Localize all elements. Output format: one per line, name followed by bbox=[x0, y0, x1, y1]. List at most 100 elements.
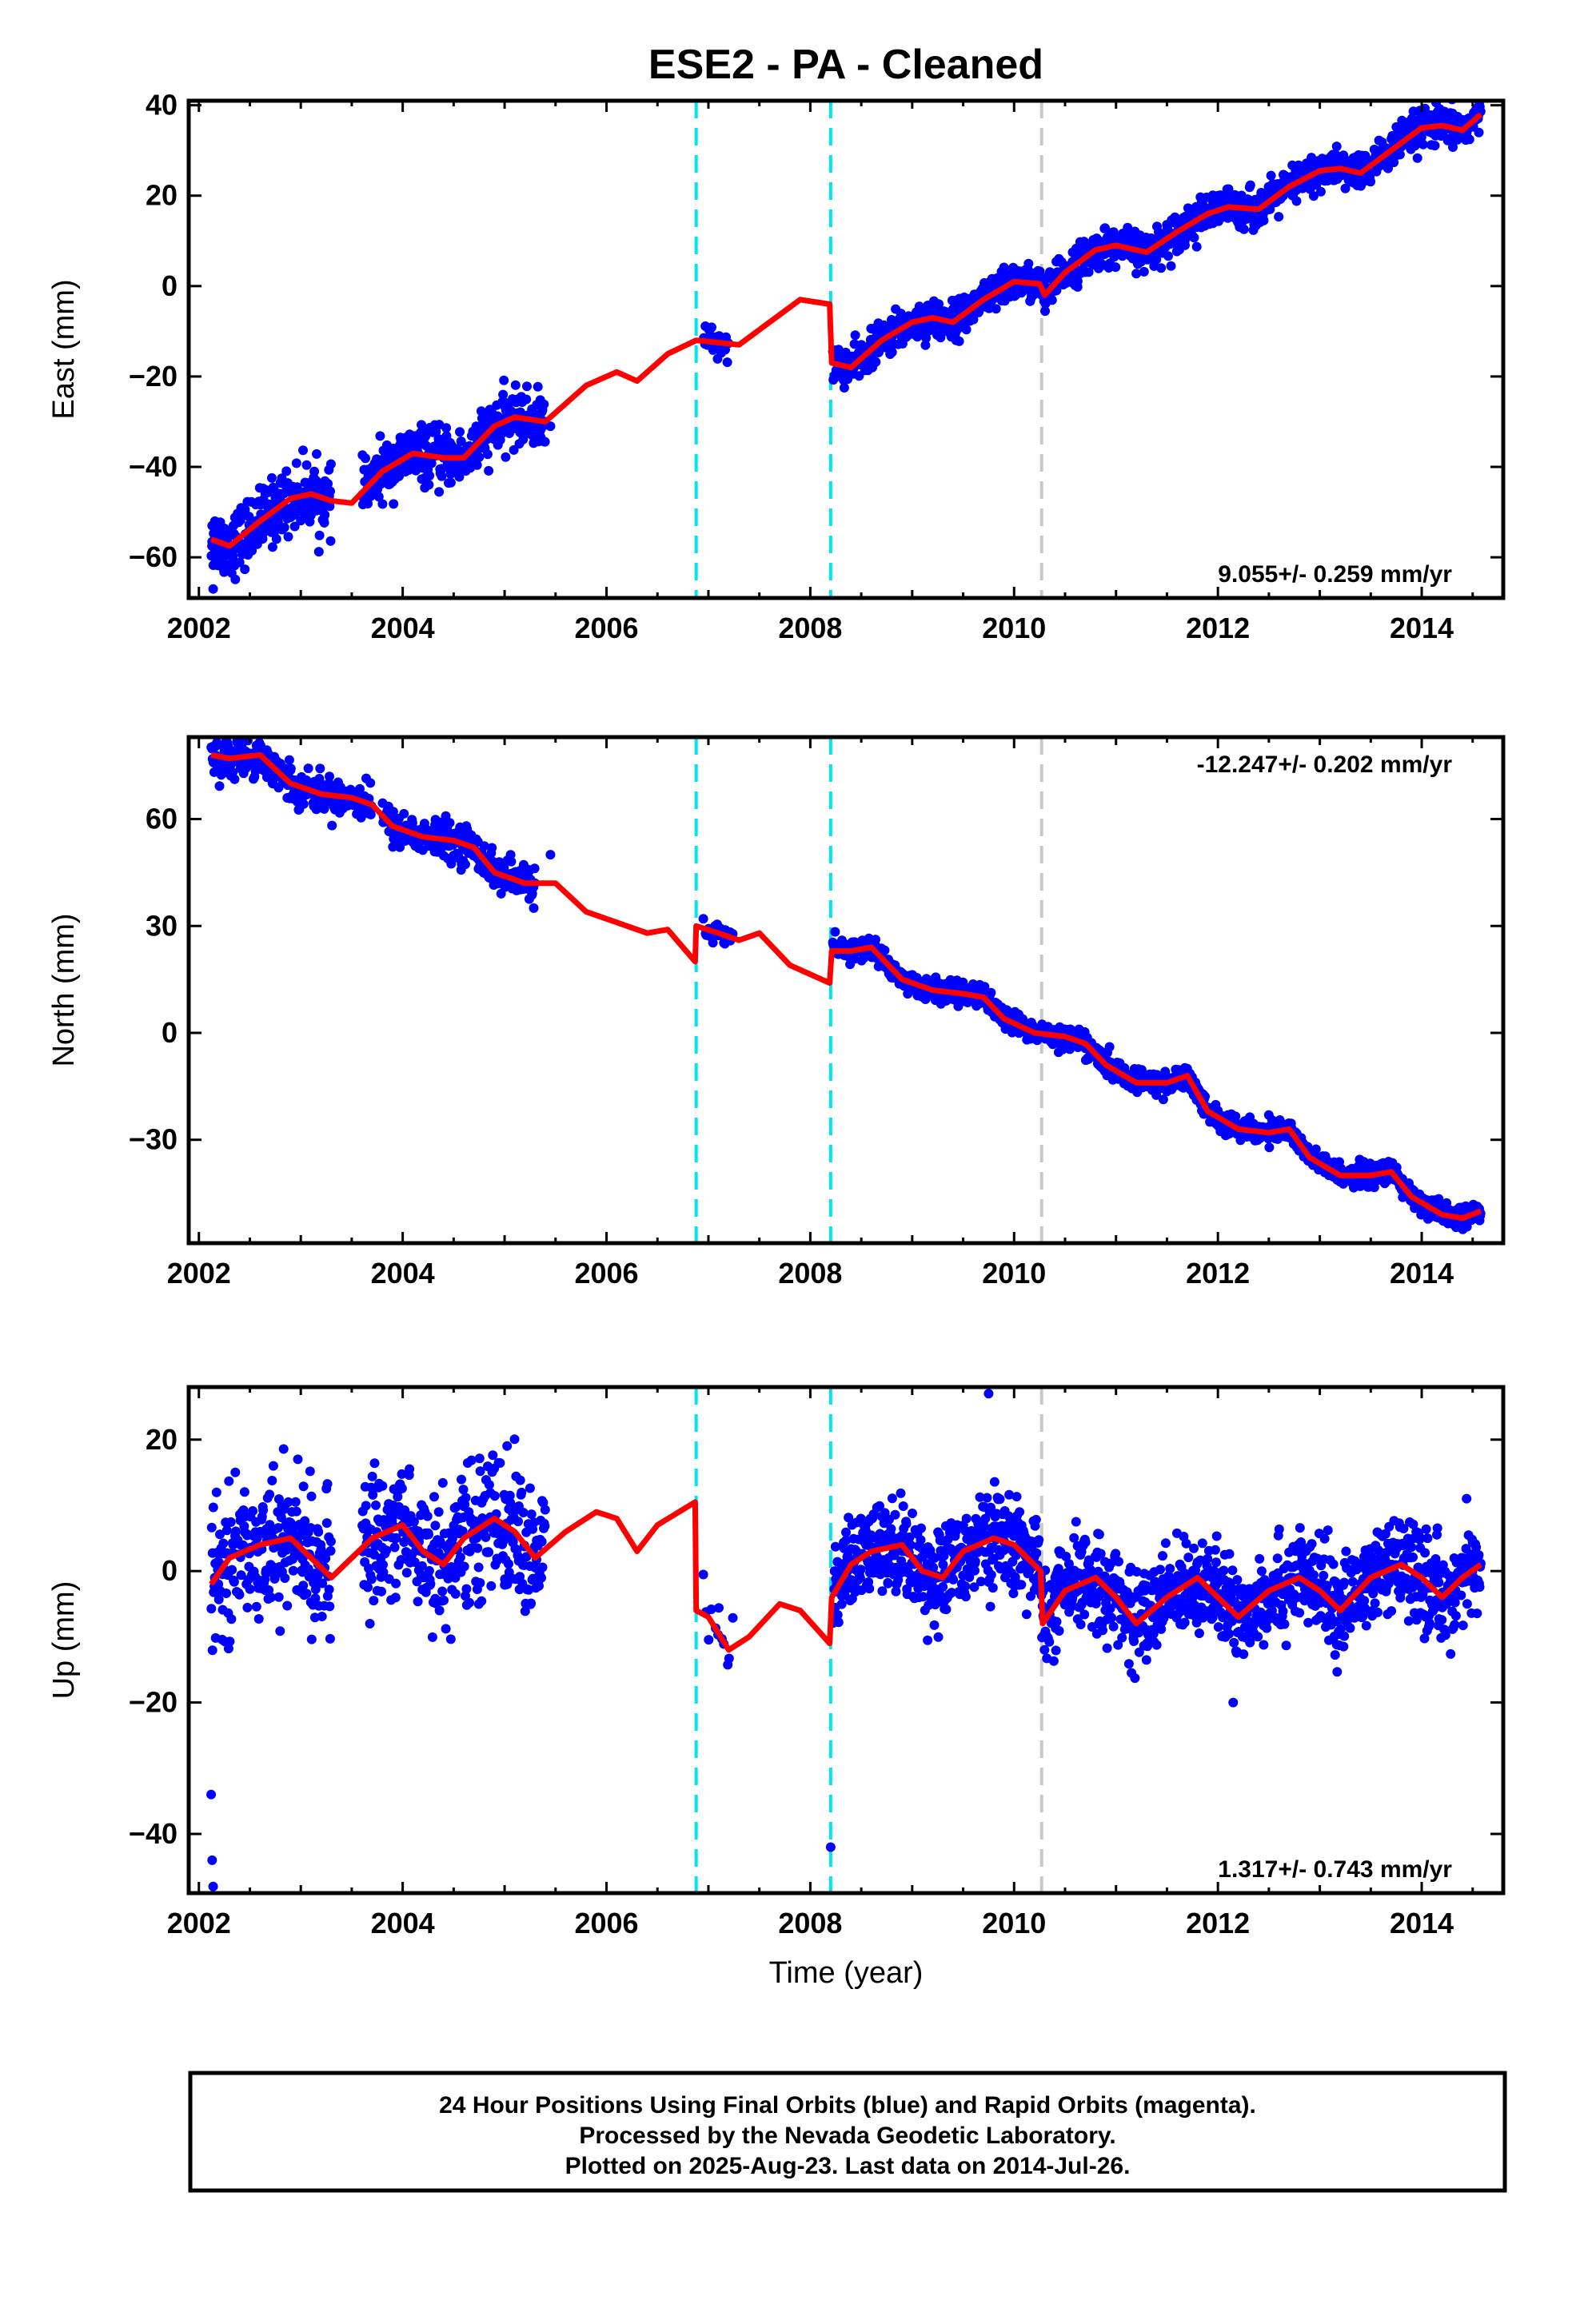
data-point-1662 bbox=[1259, 216, 1269, 225]
data-point-717 bbox=[851, 330, 860, 340]
data-point-396 bbox=[428, 1632, 437, 1642]
chart-title: ESE2 - PA - Cleaned bbox=[648, 42, 1043, 88]
data-point-573 bbox=[506, 857, 516, 867]
data-point-80 bbox=[245, 1585, 255, 1594]
data-point-42 bbox=[226, 1614, 236, 1624]
data-point-465 bbox=[461, 1493, 471, 1502]
data-point-617 bbox=[529, 903, 539, 913]
data-point-153 bbox=[280, 1573, 289, 1583]
data-point-234 bbox=[315, 531, 325, 540]
x-tick-label: 2004 bbox=[371, 1257, 435, 1290]
data-point-392 bbox=[425, 1579, 435, 1589]
data-point-502 bbox=[474, 452, 484, 462]
data-point-493 bbox=[475, 1453, 485, 1463]
data-point-267 bbox=[361, 453, 370, 463]
data-point-248 bbox=[326, 1546, 336, 1556]
data-point-126 bbox=[267, 1476, 277, 1485]
x-tick-label: 2006 bbox=[574, 1257, 638, 1290]
data-point-494 bbox=[475, 1578, 485, 1588]
data-point-245 bbox=[325, 1585, 334, 1594]
data-point-409 bbox=[434, 1507, 444, 1517]
data-point-423 bbox=[441, 1624, 451, 1633]
data-point-497 bbox=[477, 1597, 486, 1606]
data-point-259 bbox=[326, 460, 336, 469]
data-point-388 bbox=[424, 1529, 433, 1539]
data-point-482 bbox=[461, 859, 470, 869]
y-tick-label: −30 bbox=[129, 1123, 178, 1156]
x-tick-label: 2012 bbox=[1186, 612, 1250, 644]
data-point-270 bbox=[367, 1574, 377, 1584]
data-point-1697 bbox=[1274, 212, 1283, 221]
data-point-175 bbox=[291, 1497, 301, 1507]
data-point-1385 bbox=[1139, 267, 1149, 277]
data-point-557 bbox=[501, 452, 510, 462]
data-point-417 bbox=[438, 1478, 448, 1488]
data-point-11 bbox=[212, 1488, 221, 1497]
data-point-2160 bbox=[1474, 128, 1484, 138]
data-point-258 bbox=[361, 1501, 371, 1510]
data-point-37 bbox=[224, 1477, 233, 1486]
data-point-245 bbox=[320, 510, 329, 520]
y-axis-label-north: North (mm) bbox=[47, 913, 81, 1066]
data-point-456 bbox=[457, 1475, 466, 1485]
data-point-271 bbox=[368, 1472, 377, 1481]
data-point-257 bbox=[325, 487, 335, 496]
data-point-416 bbox=[437, 1587, 447, 1597]
data-point-170 bbox=[289, 1566, 298, 1576]
data-point-140 bbox=[274, 1593, 284, 1602]
data-point-158 bbox=[280, 523, 289, 532]
data-point-166 bbox=[284, 532, 293, 541]
data-point-1909 bbox=[1366, 177, 1375, 186]
data-point-601 bbox=[522, 381, 532, 391]
data-point-455 bbox=[446, 859, 456, 869]
data-point-522 bbox=[484, 466, 493, 476]
data-point-618 bbox=[530, 863, 540, 873]
x-tick-label: 2014 bbox=[1390, 1257, 1454, 1290]
data-point-1794 bbox=[1316, 187, 1326, 197]
data-point-691 bbox=[840, 383, 849, 393]
data-point-385 bbox=[423, 1512, 433, 1521]
data-point-2058 bbox=[1430, 141, 1440, 150]
data-point-362 bbox=[399, 809, 409, 819]
y-tick-label: 30 bbox=[146, 909, 178, 942]
data-point-1763 bbox=[1311, 1145, 1321, 1154]
data-point-1144 bbox=[1035, 267, 1045, 277]
data-point-1738 bbox=[1292, 197, 1302, 206]
data-point-489 bbox=[473, 1544, 482, 1553]
data-point-274 bbox=[369, 1596, 378, 1605]
data-point-51 bbox=[231, 1527, 241, 1537]
data-point-639 bbox=[541, 437, 550, 447]
data-point-319 bbox=[391, 1593, 401, 1602]
data-point-208 bbox=[307, 1492, 317, 1501]
x-tick-label: 2008 bbox=[778, 612, 842, 644]
data-point-1118 bbox=[1023, 259, 1033, 269]
data-point-292 bbox=[377, 1481, 387, 1491]
data-point-637 bbox=[539, 400, 549, 409]
data-point-2031 bbox=[1418, 140, 1428, 149]
data-point-129 bbox=[269, 1461, 278, 1471]
data-point-230 bbox=[317, 1612, 327, 1621]
data-point-454 bbox=[456, 1553, 465, 1562]
data-point-75 bbox=[242, 1603, 252, 1612]
data-point-192 bbox=[299, 1481, 309, 1491]
data-point-1448 bbox=[1167, 261, 1176, 271]
data-point-460 bbox=[459, 1485, 469, 1494]
data-point-578 bbox=[511, 381, 521, 390]
data-point-69 bbox=[240, 1487, 249, 1497]
data-point-223 bbox=[313, 1527, 323, 1537]
data-point-150 bbox=[279, 1445, 289, 1454]
outlier-point-1 bbox=[209, 584, 218, 594]
data-point-47 bbox=[229, 1577, 239, 1587]
data-point-1616 bbox=[1239, 225, 1249, 234]
data-point-1285 bbox=[1105, 1042, 1115, 1052]
data-point-365 bbox=[413, 1597, 423, 1606]
data-point-1011 bbox=[986, 988, 995, 998]
data-point-300 bbox=[381, 1545, 391, 1555]
data-point-1043 bbox=[991, 304, 1001, 313]
data-point-86 bbox=[248, 1506, 257, 1516]
data-point-249 bbox=[326, 1537, 336, 1546]
data-point-184 bbox=[292, 458, 301, 468]
x-tick-label: 2008 bbox=[778, 1257, 842, 1290]
data-point-258 bbox=[326, 536, 336, 546]
